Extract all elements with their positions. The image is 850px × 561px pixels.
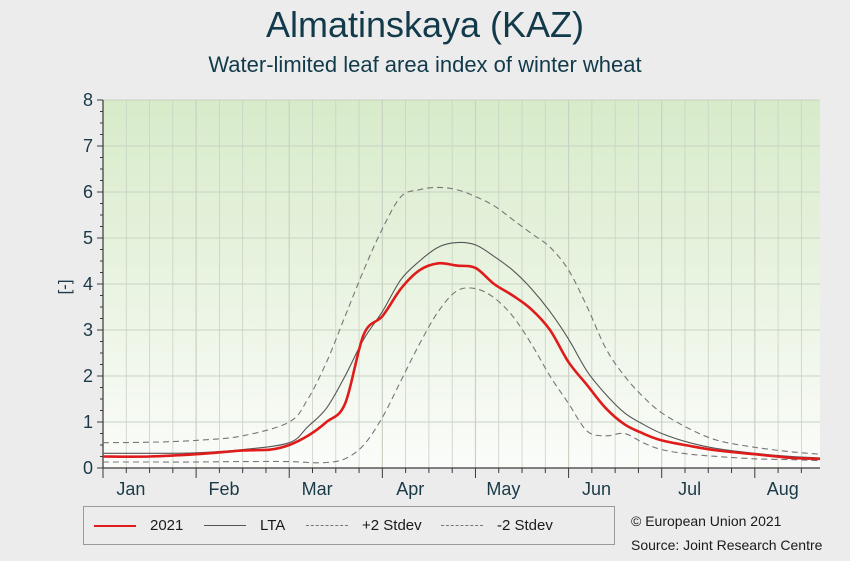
legend-label: -2 Stdev (497, 517, 553, 534)
series-line-2021 (102, 261, 821, 461)
chart-title: Almatinskaya (KAZ) (265, 4, 585, 45)
legend: 2021 LTA +2 Stdev -2 Stdev (83, 506, 615, 545)
legend-item-plus2-stdev: +2 Stdev (306, 507, 422, 544)
y-tick-label: 8 (83, 90, 93, 110)
source-text: Source: Joint Research Centre (631, 537, 823, 553)
y-axis-label: [-] (55, 279, 74, 294)
y-tick-label: 0 (83, 458, 93, 478)
y-tick-label: 5 (83, 228, 93, 248)
y-tick-label: 6 (83, 182, 93, 202)
series-line-minus2-stdev (103, 287, 821, 464)
series-line-plus2-stdev (102, 186, 821, 455)
legend-label: LTA (260, 517, 286, 534)
series-lines (102, 186, 821, 464)
legend-label: 2021 (150, 517, 184, 534)
x-tick-label: Mar (302, 479, 333, 499)
axes: 0 1 2 3 4 5 6 7 8 Jan Feb Mar Apr May Jun Jul Aug (83, 90, 820, 499)
legend-swatch-2021 (94, 524, 136, 527)
x-tick-label: Jun (582, 479, 611, 499)
y-tick-label: 1 (83, 412, 93, 432)
chart-subtitle: Water-limited leaf area index of winter … (208, 52, 642, 77)
x-tick-label: Jan (116, 479, 145, 499)
series-line-lta (102, 241, 821, 459)
y-tick-label: 3 (83, 320, 93, 340)
legend-label: +2 Stdev (362, 517, 422, 534)
legend-swatch-minus2 (441, 525, 483, 526)
x-tick-label: Feb (209, 479, 240, 499)
legend-item-2021: 2021 (94, 507, 183, 544)
x-tick-label: Aug (767, 479, 799, 499)
legend-item-minus2-stdev: -2 Stdev (441, 507, 553, 544)
y-tick-label: 7 (83, 136, 93, 156)
y-tick-label: 2 (83, 366, 93, 386)
legend-swatch-lta (204, 525, 246, 526)
x-tick-label: Jul (678, 479, 701, 499)
x-tick-label: Apr (396, 479, 424, 499)
x-tick-label: May (486, 479, 520, 499)
legend-swatch-plus2 (306, 525, 348, 526)
legend-item-lta: LTA (204, 507, 285, 544)
copyright-text: © European Union 2021 (631, 513, 782, 529)
grid (102, 99, 820, 469)
y-tick-label: 4 (83, 274, 93, 294)
